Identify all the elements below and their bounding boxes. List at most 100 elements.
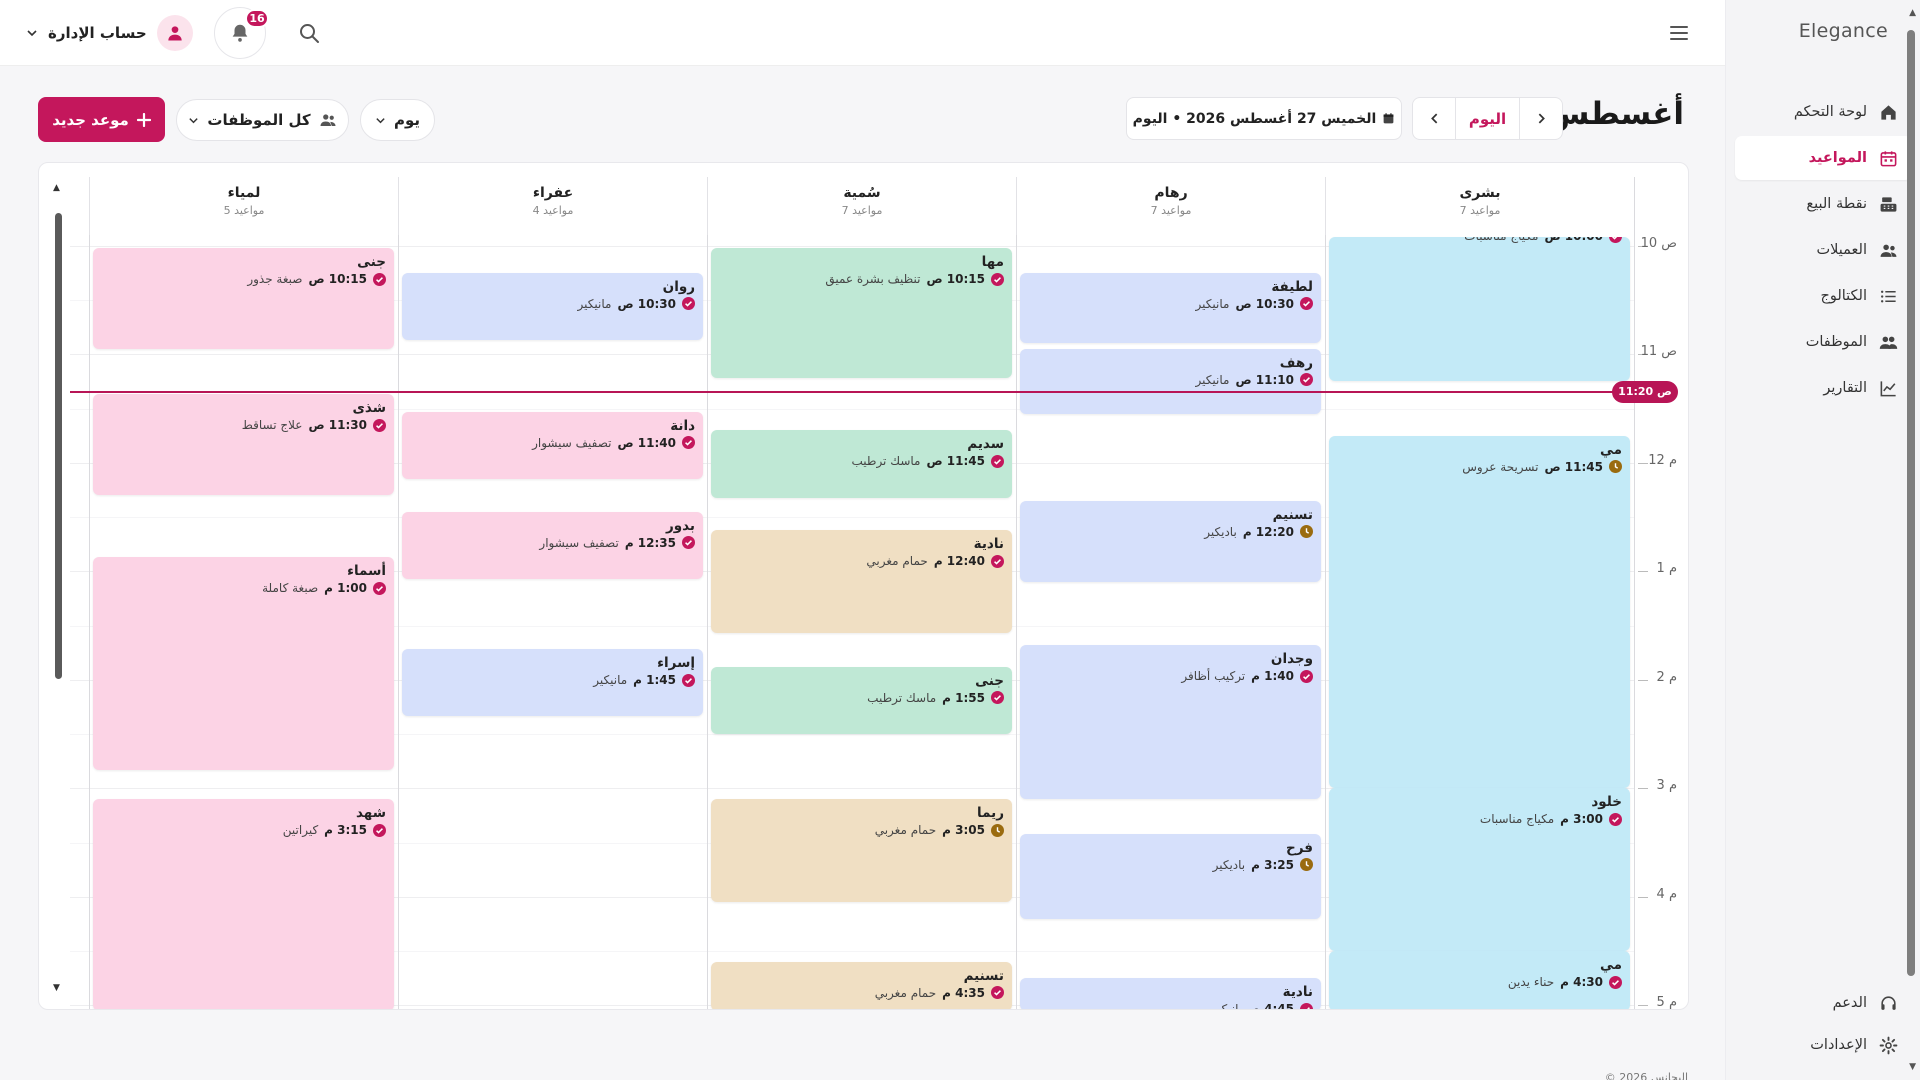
- appointment-card[interactable]: نادية 12:40 م حمام مغربي: [711, 530, 1012, 634]
- appointment-card[interactable]: جنى 1:55 م ماسك ترطيب: [711, 666, 1012, 735]
- chevron-down-icon: [189, 117, 199, 123]
- client-name: دانة: [670, 417, 695, 434]
- appointment-detail: 10:15 ص صبغة جذور: [93, 271, 386, 287]
- appointment-card[interactable]: تسنيم 12:20 م باديكير: [1020, 500, 1321, 583]
- sidebar.bottom-item-1[interactable]: الإعدادات: [1735, 1026, 1912, 1064]
- staff-name: بشرى: [1459, 185, 1501, 201]
- appointment-card[interactable]: بدور 12:35 م تصفيف سيشوار: [402, 511, 703, 579]
- appointment-card[interactable]: جنى 10:15 ص صبغة جذور: [93, 248, 394, 349]
- client-name: سديم: [967, 436, 1004, 453]
- appointment-card[interactable]: شذى 11:30 ص علاج تساقط: [93, 394, 394, 496]
- appointment-time: 11:45 ص: [1544, 459, 1603, 474]
- appointment-card[interactable]: مي 11:45 ص تسريحة عروس: [1329, 435, 1630, 789]
- client-name: مي: [1599, 441, 1622, 458]
- prev-day-button[interactable]: [1413, 98, 1455, 139]
- staff-name: لمياء: [227, 185, 261, 201]
- today-button[interactable]: اليوم: [1455, 98, 1520, 139]
- appointment-card[interactable]: أسماء 1:00 م صبغة كاملة: [93, 557, 394, 770]
- client-name: جنى: [975, 672, 1004, 689]
- brand-logo: Elegance: [1798, 20, 1888, 42]
- service-name: تسريحة عروس: [1462, 459, 1539, 474]
- appointment-detail: 12:35 م تصفيف سيشوار: [402, 535, 695, 551]
- service-name: باديكير: [1204, 524, 1237, 539]
- appointment-detail: 11:45 ص تسريحة عروس: [1329, 459, 1622, 475]
- appointment-card[interactable]: مي 4:30 م حناء يدين: [1329, 951, 1630, 1009]
- users-icon: [320, 114, 336, 126]
- confirmed-status-icon: [1609, 237, 1622, 243]
- nav-item-label: الإعدادات: [1810, 1037, 1867, 1053]
- appointment-detail: 1:55 م ماسك ترطيب: [711, 690, 1004, 706]
- scroll-up-icon[interactable]: ▲: [53, 183, 60, 193]
- appointment-card[interactable]: لطيفة 10:30 ص مانيكير: [1020, 272, 1321, 344]
- next-day-button[interactable]: [1520, 98, 1562, 139]
- page-scrollbar[interactable]: ▲ ▼: [1905, 8, 1918, 1072]
- appointment-count: 7 مواعيد: [1150, 204, 1192, 217]
- service-name: حمام مغربي: [866, 554, 928, 569]
- appointment-detail: 10:30 ص مانيكير: [402, 296, 695, 312]
- sidebar.items-item-5[interactable]: الموظفات: [1735, 320, 1912, 364]
- calendar-scrollbar[interactable]: ▲ ▼: [53, 183, 63, 993]
- staff-filter-select[interactable]: كل الموظفات: [176, 99, 349, 141]
- sidebar.items-item-0[interactable]: لوحة التحكم: [1735, 90, 1912, 134]
- confirmed-status-icon: [991, 272, 1004, 286]
- service-name: تنظيف بشرة عميق: [825, 272, 921, 287]
- avatar: [156, 15, 193, 51]
- headset-icon: [1881, 995, 1896, 1010]
- appointment-detail: 3:05 م حمام مغربي: [711, 822, 1004, 838]
- half-hour-gridline: [70, 734, 1634, 736]
- time-label: 11 ص: [1640, 344, 1677, 360]
- appointment-card[interactable]: دانة 11:40 ص تصفيف سيشوار: [402, 411, 703, 480]
- appointment-card[interactable]: روان 10:30 ص مانيكير: [402, 272, 703, 341]
- appointment-time: 12:35 م: [624, 535, 676, 550]
- appointment-card[interactable]: مها 10:15 ص تنظيف بشرة عميق: [711, 248, 1012, 379]
- appointment-card[interactable]: وجدان 1:40 م تركيب أظافر: [1020, 645, 1321, 800]
- view-select[interactable]: يوم: [360, 99, 435, 141]
- time-label: 2 م: [1656, 669, 1677, 685]
- client-name: تسنيم: [1272, 506, 1313, 523]
- chevron-down-icon: [376, 117, 385, 123]
- service-name: مانيكير: [1211, 1002, 1246, 1010]
- appointment-card[interactable]: سديم 11:45 ص ماسك ترطيب: [711, 430, 1012, 498]
- appointment-time: 4:30 م: [1560, 975, 1603, 990]
- appointment-card[interactable]: تسنيم 4:35 م حمام مغربي: [711, 961, 1012, 1009]
- scroll-down-icon[interactable]: ▼: [53, 983, 60, 993]
- notifications-button[interactable]: 16: [214, 7, 269, 59]
- appointment-card[interactable]: نادية 4:45 م مانيكير: [1020, 978, 1321, 1010]
- appointment-card[interactable]: ريما 3:05 م حمام مغربي: [711, 799, 1012, 903]
- calendar-scrollbar-thumb[interactable]: [55, 213, 62, 679]
- appointment-card[interactable]: رهف 11:10 ص مانيكير: [1020, 348, 1321, 415]
- appointment-time: 11:10 ص: [1235, 372, 1294, 387]
- chevron-right-icon: [1538, 113, 1545, 124]
- chevron-down-icon: [27, 30, 37, 37]
- confirmed-status-icon: [682, 673, 695, 687]
- confirmed-status-icon: [1609, 812, 1622, 826]
- scroll-up-icon[interactable]: ▲: [1909, 8, 1916, 18]
- menu-icon[interactable]: [1667, 21, 1691, 45]
- sidebar.items-item-1[interactable]: المواعيد: [1735, 136, 1912, 180]
- appointment-card[interactable]: إسراء 1:45 م مانيكير: [402, 649, 703, 716]
- scroll-down-icon[interactable]: ▼: [1909, 1062, 1916, 1072]
- search-icon[interactable]: [297, 21, 321, 45]
- date-label: الخميس 27 أغسطس 2026 • اليوم: [1132, 110, 1377, 127]
- chart-icon: [1880, 380, 1896, 396]
- cash-register-icon: [1880, 196, 1897, 212]
- appointment-card[interactable]: فرح 3:25 م باديكير: [1020, 833, 1321, 919]
- appointment-detail: 4:30 م حناء يدين: [1329, 974, 1622, 990]
- appointment-card[interactable]: خلود 3:00 م مكياج مناسبات: [1329, 788, 1630, 952]
- sidebar.bottom-item-0[interactable]: الدعم: [1735, 984, 1912, 1022]
- sidebar.items-item-2[interactable]: نقطة البيع: [1735, 182, 1912, 226]
- appointment-detail: 10:15 ص تنظيف بشرة عميق: [711, 271, 1004, 287]
- appointment-card[interactable]: شهد 3:15 م كيراتين: [93, 799, 394, 1009]
- page-scrollbar-thumb[interactable]: [1907, 30, 1915, 976]
- appointment-card[interactable]: 10:00 ص مكياج مناسبات: [1329, 237, 1630, 382]
- sidebar.items-item-6[interactable]: التقارير: [1735, 366, 1912, 410]
- account-menu[interactable]: حساب الإدارة: [26, 15, 193, 51]
- date-picker[interactable]: الخميس 27 أغسطس 2026 • اليوم: [1126, 97, 1402, 140]
- appointment-time: 3:05 م: [942, 823, 985, 838]
- new-appointment-button[interactable]: موعد جديد: [38, 97, 165, 142]
- sidebar.items-item-4[interactable]: الكتالوج: [1735, 274, 1912, 318]
- appointment-detail: 11:10 ص مانيكير: [1020, 372, 1313, 388]
- sidebar.items-item-3[interactable]: العميلات: [1735, 228, 1912, 272]
- appointment-count: 7 مواعيد: [1459, 204, 1501, 217]
- appointment-detail: 12:20 م باديكير: [1020, 524, 1313, 540]
